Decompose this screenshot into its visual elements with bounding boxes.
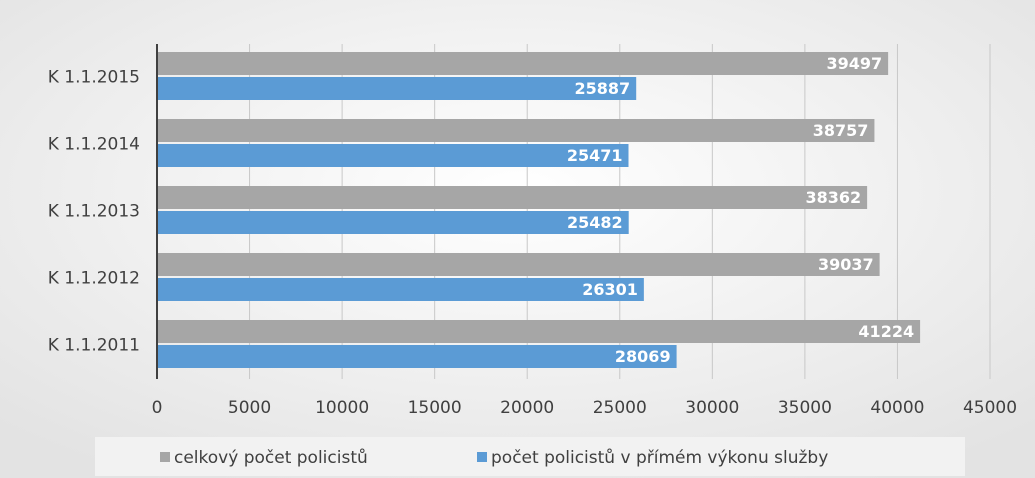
bar <box>157 345 677 368</box>
value-label: 38757 <box>813 121 869 140</box>
legend-label: počet policistů v přímém výkonu služby <box>491 448 828 468</box>
y-tick-label: K 1.1.2013 <box>48 202 140 222</box>
x-tick-label: 25000 <box>593 398 647 418</box>
y-tick-label: K 1.1.2015 <box>48 68 140 88</box>
bar <box>157 52 889 75</box>
y-tick-label: K 1.1.2012 <box>48 269 140 289</box>
value-label: 25471 <box>567 146 623 165</box>
value-label: 26301 <box>582 280 638 299</box>
bar <box>157 253 880 276</box>
legend-box <box>95 437 965 476</box>
y-tick-label: K 1.1.2011 <box>48 336 140 356</box>
bar <box>157 186 868 209</box>
value-label: 39037 <box>818 255 874 274</box>
legend-label: celkový počet policistů <box>174 448 368 468</box>
x-tick-label: 5000 <box>228 398 271 418</box>
value-label: 28069 <box>615 347 671 366</box>
bar <box>157 320 921 343</box>
bar <box>157 211 629 234</box>
x-tick-label: 45000 <box>963 398 1017 418</box>
x-tick-label: 40000 <box>870 398 924 418</box>
value-label: 25482 <box>567 213 623 232</box>
bar <box>157 278 644 301</box>
x-tick-label: 15000 <box>408 398 462 418</box>
x-tick-label: 35000 <box>778 398 832 418</box>
x-tick-label: 30000 <box>685 398 739 418</box>
legend-swatch <box>160 452 170 462</box>
value-label: 41224 <box>858 322 914 341</box>
x-tick-label: 0 <box>152 398 163 418</box>
bar <box>157 119 875 142</box>
y-tick-label: K 1.1.2014 <box>48 135 140 155</box>
bar <box>157 77 637 100</box>
bar <box>157 144 629 167</box>
value-label: 39497 <box>826 54 882 73</box>
x-tick-label: 10000 <box>315 398 369 418</box>
legend-swatch <box>477 452 487 462</box>
x-tick-label: 20000 <box>500 398 554 418</box>
value-label: 25887 <box>575 79 631 98</box>
value-label: 38362 <box>805 188 861 207</box>
